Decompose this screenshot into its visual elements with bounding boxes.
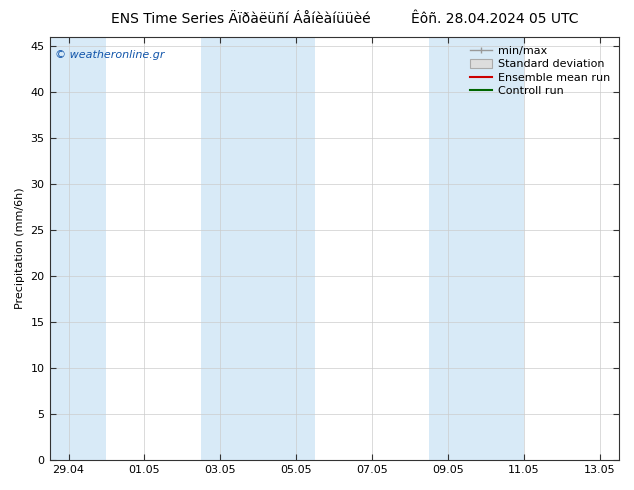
Bar	[202, 37, 315, 460]
Text: Êôñ. 28.04.2024 05 UTC: Êôñ. 28.04.2024 05 UTC	[411, 12, 578, 26]
Legend: min/max, Standard deviation, Ensemble mean run, Controll run: min/max, Standard deviation, Ensemble me…	[467, 43, 614, 100]
Text: © weatheronline.gr: © weatheronline.gr	[55, 50, 165, 60]
Text: ENS Time Series Äïðàëüñí Áåíèàíüüèé: ENS Time Series Äïðàëüñí Áåíèàíüüèé	[111, 12, 371, 26]
Bar	[49, 37, 107, 460]
Y-axis label: Precipitation (mm/6h): Precipitation (mm/6h)	[15, 188, 25, 309]
Bar	[429, 37, 524, 460]
